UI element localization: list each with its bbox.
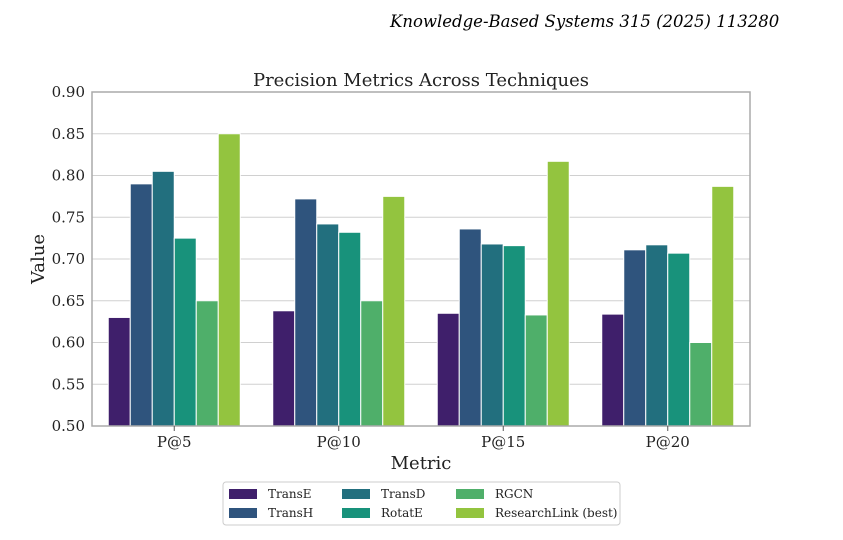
bar [382, 195, 406, 427]
y-tick-labels: 0.50 0.55 0.60 0.65 0.70 0.75 0.80 0.85 0.90 [52, 83, 85, 435]
bar [645, 244, 669, 427]
bar [151, 170, 175, 427]
bar [480, 243, 504, 427]
bar [667, 252, 691, 427]
bar [338, 231, 362, 427]
bar [601, 313, 625, 427]
y-axis-label: Value [28, 234, 49, 285]
bar [272, 310, 296, 427]
x-tick-label: P@20 [646, 433, 690, 451]
bar [436, 312, 460, 427]
x-tick-label: P@5 [157, 433, 192, 451]
legend-swatch [342, 489, 370, 499]
plot-frame [91, 91, 751, 427]
legend-label: RGCN [495, 487, 533, 501]
bar [195, 300, 219, 427]
legend-swatch [342, 508, 370, 518]
x-tick-labels: P@5 P@10 P@15 P@20 [157, 426, 690, 451]
bar [689, 342, 713, 427]
bar [217, 133, 241, 427]
x-tick-label: P@15 [481, 433, 525, 451]
bar [316, 223, 340, 427]
legend-label: TransE [268, 487, 312, 501]
bar [458, 228, 482, 427]
legend: TransE TransH TransD RotatE RGCN ResearchLink… [222, 481, 621, 526]
journal-reference: Knowledge-Based Systems 315 (2025) 11328… [390, 12, 780, 31]
bars-group [107, 133, 735, 427]
y-tick-label: 0.75 [52, 208, 85, 226]
x-tick-label: P@10 [317, 433, 361, 451]
bar [623, 249, 647, 427]
legend-label: TransD [381, 487, 425, 501]
bar [546, 160, 570, 427]
legend-swatch [456, 508, 484, 518]
bar [524, 314, 548, 427]
legend-swatch [456, 489, 484, 499]
x-axis-label: Metric [391, 453, 452, 474]
bar [360, 300, 384, 427]
y-tick-label: 0.60 [52, 334, 85, 352]
legend-label: RotatE [381, 506, 423, 520]
legend-swatch [229, 508, 257, 518]
chart-title: Precision Metrics Across Techniques [253, 70, 589, 91]
y-tick-label: 0.55 [52, 375, 85, 393]
y-tick-label: 0.90 [52, 83, 85, 101]
bar [129, 183, 153, 427]
legend-frame [222, 481, 621, 526]
bar [711, 185, 735, 427]
bar [294, 198, 318, 427]
y-tick-label: 0.65 [52, 292, 85, 310]
y-tick-label: 0.70 [52, 250, 85, 268]
bar [107, 316, 131, 427]
bar [502, 245, 526, 427]
y-tick-label: 0.85 [52, 125, 85, 143]
legend-label: ResearchLink (best) [495, 506, 617, 520]
bar [173, 237, 197, 427]
legend-label: TransH [268, 506, 313, 520]
legend-swatch [229, 489, 257, 499]
y-tick-label: 0.80 [52, 167, 85, 185]
y-tick-label: 0.50 [52, 417, 85, 435]
